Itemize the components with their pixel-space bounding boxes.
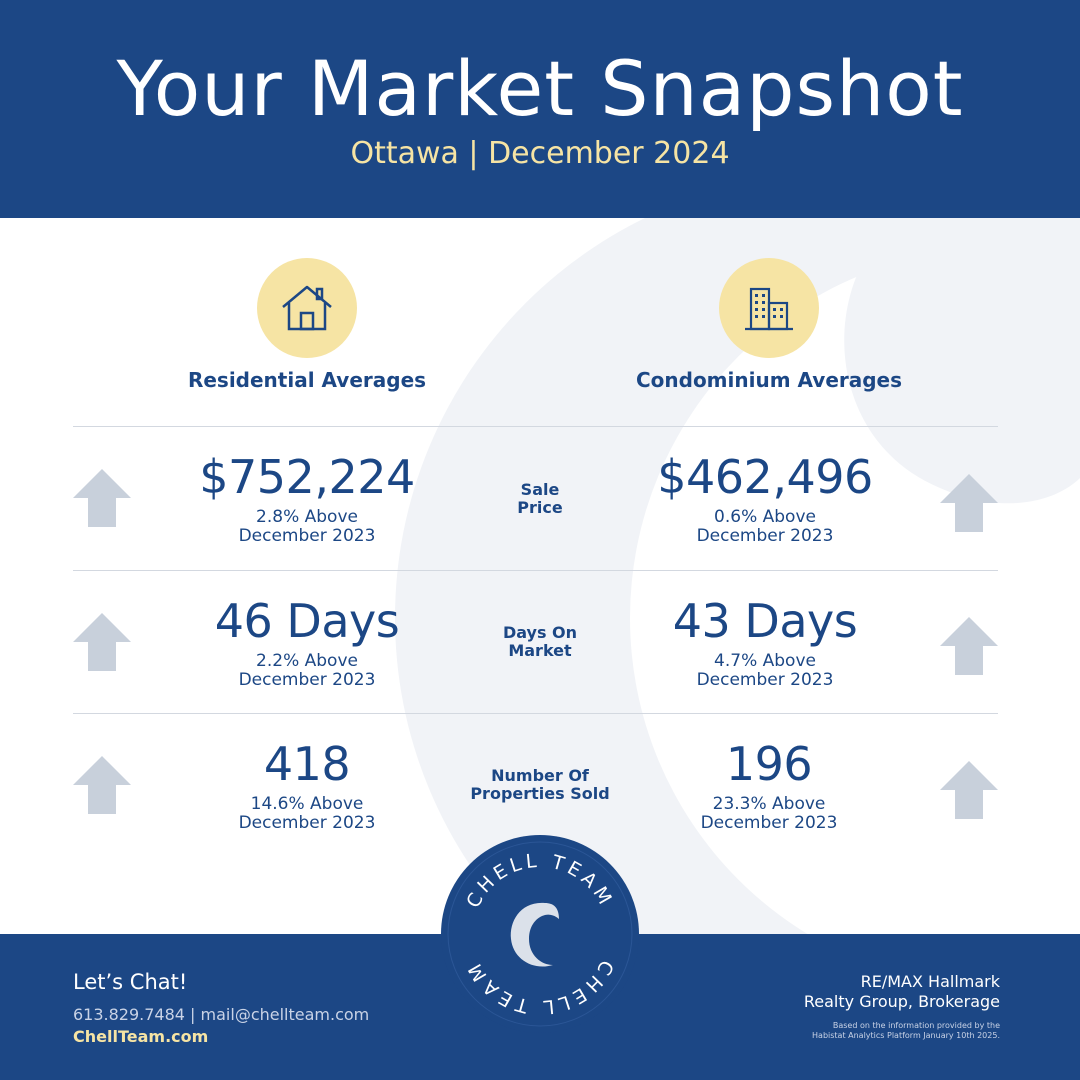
residential-sale-price-up-arrow-icon [73, 469, 131, 527]
condo-column-title: Condominium Averages [635, 368, 903, 392]
page-title: Your Market Snapshot [116, 44, 964, 133]
residential-properties-sold-value: 418 [263, 737, 351, 791]
metric-label-days-on-market: Days On Market [502, 623, 578, 660]
website-link[interactable]: ChellTeam.com [73, 1027, 209, 1046]
residential-properties-sold-up-arrow-icon [73, 756, 131, 814]
row-divider [73, 426, 998, 427]
residential-column-title: Residential Averages [187, 368, 427, 392]
page-subtitle: Ottawa | December 2024 [350, 136, 730, 171]
house-icon [282, 285, 332, 331]
metric-label-properties-sold: Number Of Properties Sold [470, 766, 610, 803]
condo-properties-sold-change: 23.3% Above December 2023 [700, 794, 838, 833]
condo-days-on-market-up-arrow-icon [940, 617, 998, 675]
building-icon [745, 287, 793, 331]
residential-days-on-market-up-arrow-icon [73, 613, 131, 671]
residential-icon-badge [257, 258, 357, 358]
condo-sale-price-change: 0.6% Above December 2023 [696, 507, 834, 546]
condo-days-on-market-change: 4.7% Above December 2023 [696, 651, 834, 690]
residential-sale-price-change: 2.8% Above December 2023 [238, 507, 376, 546]
header-banner: Your Market Snapshot Ottawa | December 2… [0, 0, 1080, 218]
row-divider [73, 713, 998, 714]
stats-panel: Residential Averages Condominium Average… [0, 218, 1080, 934]
condo-sale-price-value: $462,496 [657, 450, 873, 504]
lets-chat-heading: Let’s Chat! [73, 970, 188, 994]
metric-label-sale-price: Sale Price [517, 480, 563, 517]
chell-team-logo: CHELL TEAM CHELL TEAM [441, 835, 639, 1033]
condo-properties-sold-up-arrow-icon [940, 761, 998, 819]
brokerage-name: RE/MAX Hallmark Realty Group, Brokerage [803, 972, 1000, 1011]
residential-sale-price-value: $752,224 [199, 450, 415, 504]
residential-days-on-market-value: 46 Days [214, 594, 400, 648]
condo-properties-sold-value: 196 [725, 737, 813, 791]
data-source-disclaimer: Based on the information provided by the… [812, 1021, 1000, 1040]
contact-info[interactable]: 613.829.7484 | mail@chellteam.com [73, 1005, 370, 1024]
row-divider [73, 570, 998, 571]
condo-days-on-market-value: 43 Days [672, 594, 858, 648]
residential-days-on-market-change: 2.2% Above December 2023 [238, 651, 376, 690]
residential-properties-sold-change: 14.6% Above December 2023 [238, 794, 376, 833]
condo-sale-price-up-arrow-icon [940, 474, 998, 532]
condo-icon-badge [719, 258, 819, 358]
